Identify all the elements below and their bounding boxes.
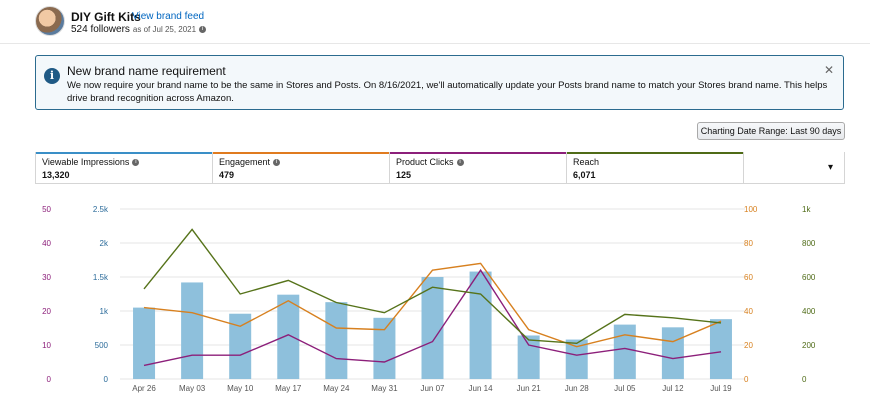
brand-header: DIY Gift Kits View brand feed 524 follow… <box>0 0 870 44</box>
engagement-line <box>143 262 722 348</box>
impressions-bar <box>325 302 348 379</box>
clicks-axis-tick-label: 30 <box>42 273 51 282</box>
metric-color-bar <box>567 152 743 154</box>
engagement-axis-tick-label: 80 <box>744 239 753 248</box>
clicks-axis-tick-label: 40 <box>42 239 51 248</box>
clicks-axis-tick-label: 50 <box>42 205 51 214</box>
reach-axis-tick-label: 600 <box>802 273 816 282</box>
x-axis-tick-label: May 03 <box>179 384 206 393</box>
metric-value: 6,071 <box>573 170 596 180</box>
impressions-bar <box>421 277 444 379</box>
reach-axis-tick-label: 1k <box>802 205 811 214</box>
chart-svg: 0102030405005001k1.5k2k2.5k0204060801000… <box>42 205 816 393</box>
alert-title: New brand name requirement <box>67 64 226 78</box>
metric-label: Reach <box>573 157 600 167</box>
impressions-bar <box>709 319 732 379</box>
followers-count: 524 followers <box>71 24 130 35</box>
x-axis-tick-label: May 24 <box>323 384 350 393</box>
clicks-axis-tick-label: 0 <box>47 375 52 384</box>
engagement-axis-tick-label: 100 <box>744 205 758 214</box>
metric-tile-impressions[interactable]: Viewable Impressions i 13,320 <box>36 152 213 183</box>
x-axis-tick-label: May 31 <box>371 384 398 393</box>
impressions-bar <box>661 327 684 379</box>
engagement-axis-tick-label: 0 <box>744 375 749 384</box>
reach-axis-tick-label: 200 <box>802 341 816 350</box>
impressions-axis-tick-label: 2k <box>100 239 109 248</box>
metric-tile-product-clicks[interactable]: Product Clicks i 125 <box>390 152 567 183</box>
x-axis-tick-label: Jun 21 <box>517 384 542 393</box>
metric-value: 479 <box>219 170 235 180</box>
engagement-axis-tick-label: 40 <box>744 307 753 316</box>
metric-color-bar <box>36 152 212 154</box>
x-axis-tick-label: Jul 05 <box>614 384 636 393</box>
brand-avatar[interactable] <box>35 6 65 36</box>
view-brand-feed-link[interactable]: View brand feed <box>132 11 205 22</box>
performance-chart: 0 10 20 30 40 50 0 500 1k 1.5k 2k 2.5k 0 20 40 60 80 100 0… <box>35 192 845 405</box>
metric-label: Engagement i <box>219 157 281 167</box>
brand-name: DIY Gift Kits <box>71 10 141 24</box>
engagement-axis-tick-label: 20 <box>744 341 753 350</box>
impressions-bar <box>469 271 492 379</box>
reach-line <box>143 228 722 345</box>
reach-axis-tick-label: 0 <box>802 375 807 384</box>
alert-body: We now require your brand name to be the… <box>67 80 828 104</box>
impressions-bar <box>565 339 588 379</box>
impressions-axis-tick-label: 500 <box>95 341 109 350</box>
metric-value: 13,320 <box>42 170 70 180</box>
impressions-axis-tick-label: 1k <box>100 307 109 316</box>
x-axis-tick-label: Jul 19 <box>710 384 732 393</box>
brand-name-alert: i New brand name requirement We now requ… <box>35 55 844 110</box>
impressions-axis-tick-label: 2.5k <box>93 205 109 214</box>
x-axis-tick-label: Jun 07 <box>420 384 445 393</box>
close-icon[interactable]: ✕ <box>823 63 834 77</box>
metric-tile-reach[interactable]: Reach 6,071 <box>567 152 744 183</box>
clicks-axis-tick-label: 20 <box>42 307 51 316</box>
followers-line: 524 followers as of Jul 25, 2021 i <box>71 24 207 35</box>
x-axis-tick-label: Jul 12 <box>662 384 684 393</box>
impressions-bar <box>133 307 156 379</box>
info-icon[interactable]: i <box>199 25 207 33</box>
product-clicks-line <box>143 268 722 367</box>
impressions-bar <box>277 294 300 379</box>
impressions-bar <box>373 317 396 379</box>
x-axis-tick-label: May 10 <box>227 384 254 393</box>
info-icon[interactable]: i <box>456 159 464 167</box>
x-axis-tick-label: May 17 <box>275 384 302 393</box>
metric-label: Product Clicks i <box>396 157 464 167</box>
impressions-bar <box>517 335 540 379</box>
engagement-axis-tick-label: 60 <box>744 273 753 282</box>
impressions-axis-tick-label: 0 <box>104 375 109 384</box>
x-axis-tick-label: Jun 14 <box>469 384 494 393</box>
impressions-bar <box>229 313 252 379</box>
info-icon[interactable]: i <box>132 159 140 167</box>
x-axis-tick-label: Jun 28 <box>565 384 590 393</box>
reach-axis-tick-label: 400 <box>802 307 816 316</box>
impressions-bar <box>181 282 204 379</box>
metric-value: 125 <box>396 170 412 180</box>
info-icon[interactable]: i <box>273 159 281 167</box>
as-of-date: as of Jul 25, 2021 <box>132 25 197 34</box>
chevron-down-icon[interactable]: ▾ <box>828 162 834 173</box>
info-icon: i <box>44 68 60 84</box>
metric-color-bar <box>390 152 566 154</box>
charting-date-range-button[interactable]: Charting Date Range: Last 90 days <box>697 122 845 140</box>
metric-tiles: Viewable Impressions i 13,320 Engagement i… <box>35 152 845 184</box>
impressions-axis-tick-label: 1.5k <box>93 273 109 282</box>
x-axis-tick-label: Apr 26 <box>132 384 156 393</box>
metric-color-bar <box>213 152 389 154</box>
clicks-axis-tick-label: 10 <box>42 341 51 350</box>
metric-label: Viewable Impressions i <box>42 157 140 167</box>
reach-axis-tick-label: 800 <box>802 239 816 248</box>
impressions-bar <box>613 324 636 379</box>
metric-tile-engagement[interactable]: Engagement i 479 <box>213 152 390 183</box>
